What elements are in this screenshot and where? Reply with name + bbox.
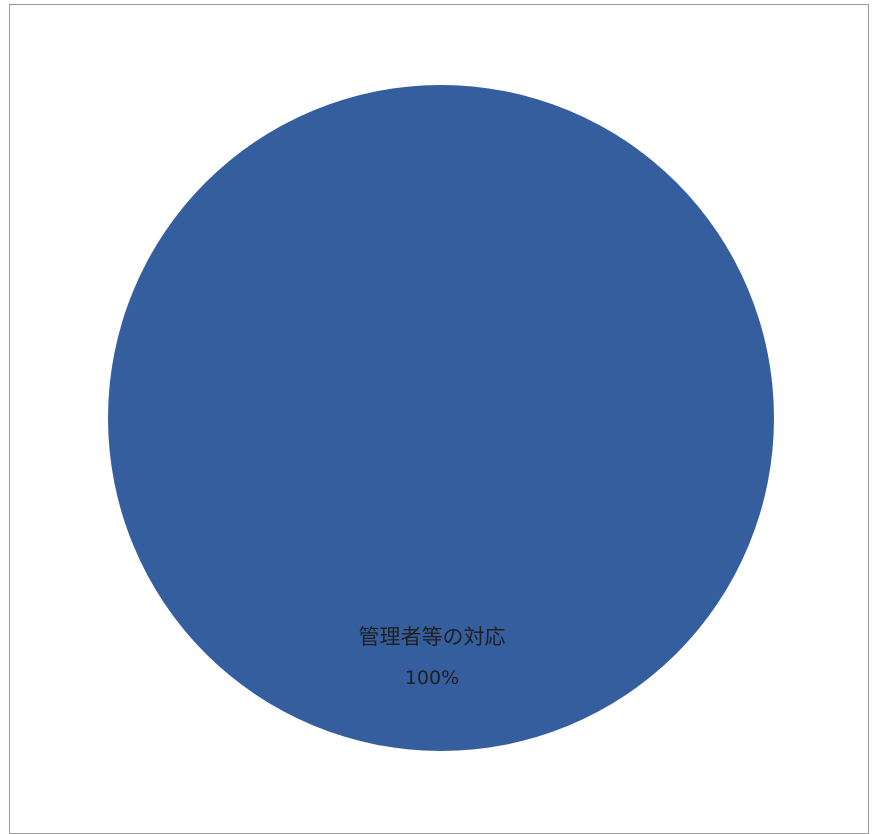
pie-slices bbox=[108, 85, 774, 751]
slice-label-name: 管理者等の対応 bbox=[359, 625, 506, 649]
pie-slice-0 bbox=[108, 85, 774, 751]
slice-label-value: 100% bbox=[405, 667, 459, 689]
